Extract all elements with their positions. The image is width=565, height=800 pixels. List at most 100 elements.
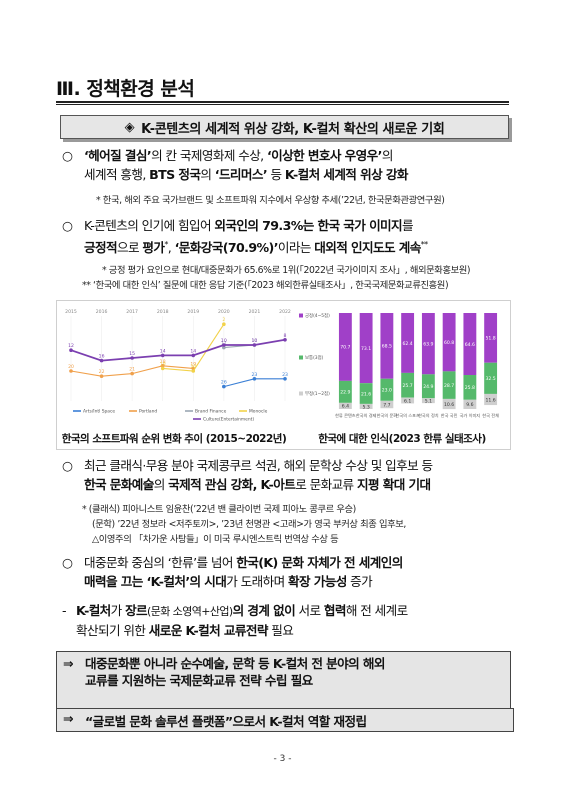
bar-segment bbox=[463, 375, 477, 400]
x-tick-label: 2015 bbox=[65, 309, 77, 315]
legend-swatch bbox=[299, 313, 303, 318]
circle-bullet-icon: ○ bbox=[62, 458, 73, 473]
data-label: 10 bbox=[251, 338, 257, 344]
p5-g: 협력 bbox=[323, 603, 347, 618]
bar-segment bbox=[380, 400, 394, 409]
diamond-icon: ◈ bbox=[124, 119, 135, 135]
section-rule bbox=[56, 101, 509, 103]
paragraph-5-text: K-컬처가 장르(문화 소영역+산업)의 경계 없이 서로 협력해 전 세계로 … bbox=[76, 601, 512, 640]
p2-h: , bbox=[167, 240, 175, 256]
p3-b: 한국 문화예술 bbox=[84, 477, 154, 492]
bar-value-label: 64.6 bbox=[465, 342, 475, 348]
paragraph-4: ○ 대중문화 중심의 ‘한류’를 넘어 한국(K) 문화 자체가 전 세계인의 … bbox=[62, 553, 512, 593]
paragraph-2: ○ K-콘텐츠의 인기에 힘입어 외국인의 79.3%는 한국 국가 이미지를 … bbox=[62, 216, 512, 256]
conclusion-box-2: ⇒ “글로벌 문화 솔루션 플랫폼”으로서 K-컬처 역할 재정립 bbox=[56, 708, 514, 732]
p1-d: 의 bbox=[381, 148, 394, 163]
category-label: 한국의 경제 bbox=[356, 412, 377, 419]
p1-g: 의 bbox=[200, 167, 215, 182]
bar-value-label: 70.7 bbox=[340, 345, 350, 351]
circle-bullet-icon: ○ bbox=[62, 555, 73, 570]
paragraph-2-text: K-콘텐츠의 인기에 힘입어 외국인의 79.3%는 한국 국가 이미지를 긍정… bbox=[84, 216, 512, 257]
circle-bullet-icon: ○ bbox=[62, 218, 73, 233]
p3-e: 로 문화교류 bbox=[295, 477, 357, 492]
data-label: 14 bbox=[160, 348, 166, 354]
p1-j: K-컬처 세계적 위상 강화 bbox=[284, 167, 409, 182]
x-tick-label: 2016 bbox=[96, 309, 108, 315]
bar-value-label: 6.4 bbox=[342, 404, 349, 410]
bar-value-label: 6.1 bbox=[404, 398, 411, 404]
korea-perception-bar-chart: 긍정(4~5점) 보통(3점) 부정(1~2점) 70.7 22.9 6.4 한류 콘텐츠 7… bbox=[299, 312, 499, 419]
p5-k: 필요 bbox=[267, 623, 294, 638]
legend-label: Culture(Entertainment) bbox=[203, 417, 254, 423]
category-label: 한류 콘텐츠 bbox=[335, 412, 356, 419]
p3-d: 국제적 관심 강화, K-아트 bbox=[168, 477, 296, 492]
p1-a: ‘헤어질 결심’ bbox=[84, 148, 152, 163]
conclusion-2-line-1: “글로벌 문화 솔루션 플랫폼”으로서 K-컬처 역할 재정립 bbox=[85, 714, 367, 729]
right-chart-caption: 한국에 대한 인식(2023 한류 실태조사) bbox=[318, 433, 486, 445]
category-label: 한국의 문화 bbox=[377, 412, 398, 419]
data-point bbox=[69, 369, 73, 373]
double-arrow-icon: ⇒ bbox=[63, 711, 74, 726]
legend-label: Arts/Intl Space bbox=[83, 409, 115, 415]
bar-value-label: 73.1 bbox=[361, 346, 371, 352]
data-point bbox=[69, 348, 73, 352]
p2-f: 평가 bbox=[142, 240, 165, 256]
category-label: 한국의 스포츠 bbox=[395, 412, 420, 419]
data-point bbox=[130, 371, 134, 376]
p1-h: ‘드리머스’ bbox=[214, 167, 268, 182]
bar-segment bbox=[359, 403, 373, 409]
footnote-3a: * (클래식) 피아니스트 임윤찬(’22년 밴 클라이번 국제 피아노 콩쿠르… bbox=[82, 504, 356, 515]
p3-a: 최근 클래식·무용 분야 국제콩쿠르 석권, 해외 문학상 수상 및 입후보 등 bbox=[84, 458, 433, 473]
x-tick-label: 2017 bbox=[126, 309, 138, 315]
data-label: 10 bbox=[251, 338, 257, 344]
paragraph-1-text: ‘헤어질 결심’의 칸 국제영화제 수상, ‘이상한 변호사 우영우’의 세계적… bbox=[84, 146, 512, 184]
p2-a: K-콘텐츠의 인기에 힘입어 bbox=[84, 218, 215, 233]
p5-e: 의 경계 없이 bbox=[232, 603, 296, 618]
legend-swatch bbox=[299, 355, 303, 360]
bar-segment bbox=[484, 313, 498, 363]
section-number: Ⅲ. bbox=[56, 78, 81, 100]
data-label: 22 bbox=[99, 369, 105, 375]
legend-label: 긍정(4~5점) bbox=[305, 312, 330, 319]
data-point bbox=[130, 356, 134, 360]
p2-k: 대외적 인지도도 계속 bbox=[314, 240, 421, 256]
footnote-2a: * 긍정 평가 요인으로 현대/대중문화가 65.6%로 1위(「2022년 국… bbox=[102, 265, 471, 276]
key-message-banner: ◈ K-콘텐츠의 세계적 위상 강화, K-컬처 확산의 새로운 기회 bbox=[60, 115, 509, 139]
p5-i: 확산되기 위한 bbox=[76, 623, 149, 638]
paragraph-3-text: 최근 클래식·무용 분야 국제콩쿠르 석권, 해외 문학상 수상 및 입후보 등… bbox=[84, 456, 512, 494]
data-label: 23 bbox=[282, 372, 288, 378]
double-arrow-icon: ⇒ bbox=[63, 656, 74, 671]
bar-value-label: 25.7 bbox=[403, 383, 413, 389]
bar-segment bbox=[359, 313, 373, 384]
data-point bbox=[160, 364, 165, 368]
legend-swatch bbox=[299, 391, 303, 396]
p4-a: 대중문화 중심의 ‘한류’를 넘어 bbox=[84, 555, 237, 570]
p1-i: 등 bbox=[267, 167, 285, 182]
data-label: 16 bbox=[99, 354, 105, 360]
bar-segment bbox=[338, 380, 352, 403]
paragraph-3: ○ 최근 클래식·무용 분야 국제콩쿠르 석권, 해외 문학상 수상 및 입후보… bbox=[62, 456, 512, 496]
bar-value-label: 63.9 bbox=[423, 341, 433, 347]
p4-d: 가 도래하며 bbox=[226, 574, 289, 589]
p2-i: ‘문화강국(70.9%)’ bbox=[174, 240, 279, 256]
legend-label: Brand Finance bbox=[195, 409, 227, 415]
bar-segment bbox=[442, 371, 456, 399]
data-point bbox=[283, 377, 287, 381]
x-tick-label: 2020 bbox=[218, 309, 230, 315]
bar-segment bbox=[463, 399, 477, 409]
x-tick-label: 2019 bbox=[187, 309, 199, 315]
bar-segment bbox=[463, 313, 477, 376]
data-point bbox=[252, 343, 257, 347]
p5-a: K-컬처 bbox=[76, 603, 111, 618]
bar-segment bbox=[338, 313, 352, 381]
data-point bbox=[160, 353, 165, 358]
p1-b: 의 칸 국제영화제 수상, bbox=[151, 148, 267, 163]
category-label: 한국 전체 bbox=[482, 412, 499, 419]
bar-segment bbox=[421, 374, 435, 399]
p4-c: 매력을 끄는 ‘K-컬처’의 시대 bbox=[84, 574, 227, 589]
bar-segment bbox=[421, 313, 435, 375]
p2-b: 외국인의 79.3%는 한국 국가 이미지 bbox=[214, 218, 403, 233]
bar-segment bbox=[401, 313, 415, 373]
p5-h: 해 전 세계로 bbox=[345, 603, 408, 618]
bar-value-label: 23.0 bbox=[382, 388, 392, 394]
